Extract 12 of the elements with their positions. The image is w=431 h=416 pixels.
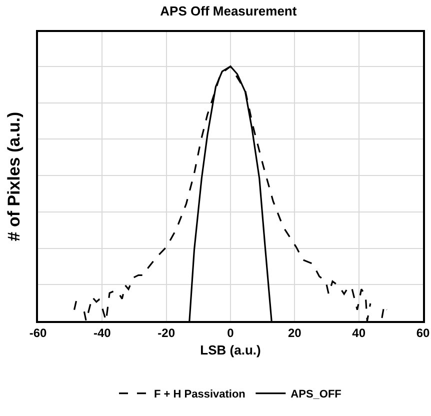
x-tick-label: -20 [158,326,176,340]
legend-label: APS_OFF [290,388,342,401]
x-axis-title: LSB (a.u.) [200,342,261,358]
legend-label: F + H Passivation [154,388,246,401]
x-tick-label: 40 [352,326,366,340]
x-tick-label: -40 [94,326,112,340]
x-tick-label: 0 [227,326,234,340]
x-tick-label: -60 [29,326,47,340]
x-tick-label: 20 [288,326,302,340]
y-axis-title: # of Pixles (a.u.) [4,112,24,242]
x-tick-label: 60 [416,326,430,340]
chart-title: APS Off Measurement [160,3,298,18]
